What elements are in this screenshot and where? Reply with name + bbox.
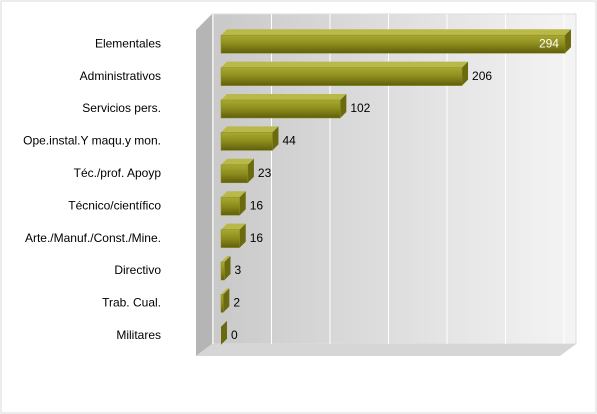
- y-tick-label: Militares: [116, 328, 161, 342]
- side-wall: [196, 14, 212, 356]
- y-tick-label: Trab. Cual.: [102, 296, 161, 310]
- bar-side: [564, 29, 571, 54]
- value-label: 294: [539, 36, 559, 50]
- bar: [220, 261, 225, 281]
- bar: [220, 99, 341, 119]
- value-label: 16: [250, 198, 264, 212]
- bar: [220, 164, 249, 184]
- bar-side: [223, 288, 230, 313]
- bar: [220, 34, 566, 54]
- y-tick-label: Ope.instal.Y maqu.y mon.: [23, 134, 161, 148]
- bar-top: [221, 256, 231, 262]
- y-tick-label: Directivo: [114, 263, 161, 277]
- bar-side: [239, 223, 246, 248]
- bar-side: [340, 94, 347, 118]
- bar-side: [272, 126, 279, 151]
- value-label: 102: [350, 101, 370, 115]
- y-tick-label: Servicios pers.: [82, 101, 161, 115]
- y-tick-label: Técnico/científico: [68, 198, 161, 212]
- value-label: 3: [235, 263, 242, 277]
- y-tick-label: Arte./Manuf./Const./Mine.: [25, 231, 161, 245]
- y-tick-label: Administrativos: [80, 69, 161, 83]
- bar-top: [221, 61, 469, 68]
- floor: [196, 344, 576, 356]
- bar: [220, 294, 224, 313]
- y-tick-label: Téc./prof. Apoyp: [74, 166, 162, 180]
- value-label: 16: [250, 231, 264, 245]
- bar: [220, 132, 273, 151]
- bar-side: [221, 320, 227, 345]
- bar-side: [224, 256, 231, 280]
- bar: [220, 67, 463, 86]
- bar-top: [221, 94, 347, 100]
- value-label: 2: [233, 296, 240, 310]
- y-tick-label: Elementales: [95, 36, 161, 50]
- value-label: 23: [258, 166, 272, 180]
- bar: [220, 196, 240, 216]
- bar-top: [221, 191, 246, 198]
- value-label: 44: [282, 134, 296, 148]
- bar-top: [221, 288, 230, 295]
- value-label: 0: [231, 328, 238, 342]
- bar-top: [221, 158, 254, 165]
- bar-side: [239, 191, 246, 216]
- bar-top: [221, 126, 279, 133]
- bar-side: [247, 158, 254, 183]
- bar: [220, 229, 240, 248]
- bar-side: [462, 61, 469, 86]
- bar-top: [221, 223, 246, 230]
- bar-top: [221, 29, 571, 36]
- value-label: 206: [472, 69, 492, 83]
